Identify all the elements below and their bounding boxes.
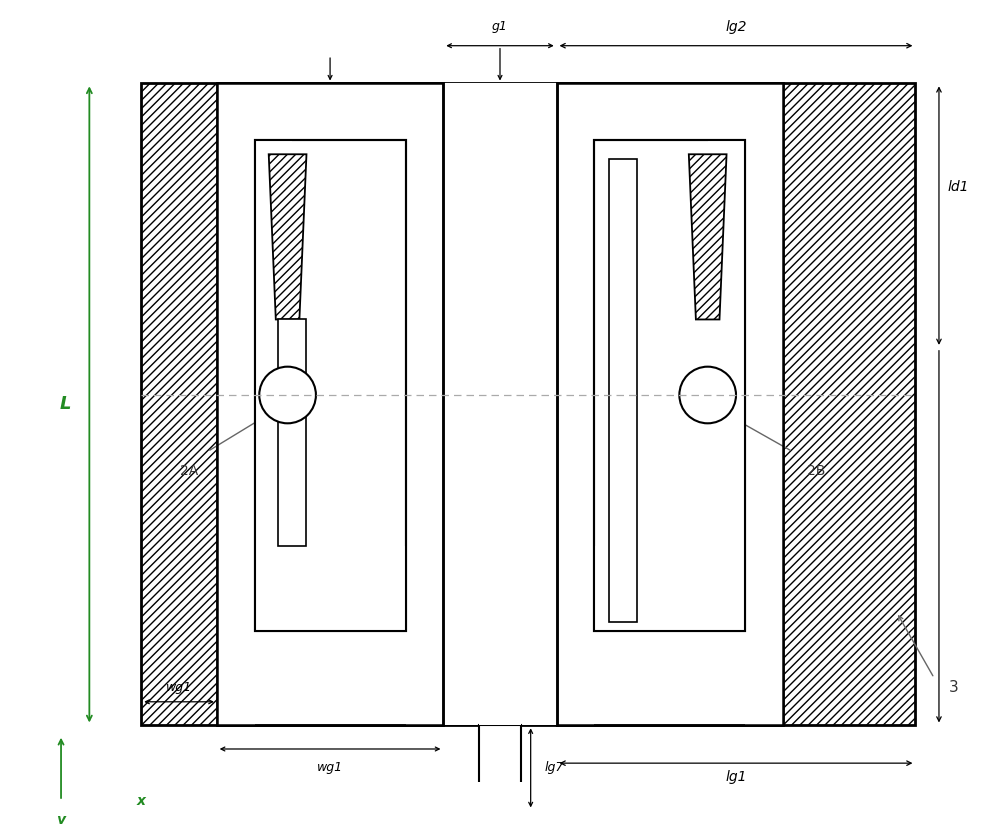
Bar bbox=[141, 83, 915, 725]
Circle shape bbox=[679, 367, 736, 424]
Text: wg4: wg4 bbox=[265, 152, 291, 166]
Polygon shape bbox=[689, 154, 727, 320]
Text: 2A: 2A bbox=[180, 464, 198, 478]
Bar bbox=[557, 83, 783, 725]
Text: ld1: ld1 bbox=[947, 180, 969, 194]
Bar bbox=[217, 83, 443, 725]
Text: 3: 3 bbox=[948, 680, 958, 695]
Text: wg1: wg1 bbox=[279, 445, 305, 458]
Text: lg5: lg5 bbox=[320, 426, 340, 439]
Bar bbox=[217, 83, 443, 725]
Bar bbox=[594, 140, 745, 631]
Bar bbox=[479, 697, 521, 725]
Text: lg4: lg4 bbox=[659, 582, 681, 596]
Polygon shape bbox=[269, 154, 306, 320]
Text: lg1: lg1 bbox=[725, 770, 747, 784]
Text: lg7: lg7 bbox=[545, 761, 564, 775]
Text: wg1: wg1 bbox=[166, 681, 192, 694]
Text: y: y bbox=[57, 812, 66, 824]
Bar bbox=[609, 159, 637, 621]
Text: wg3: wg3 bbox=[358, 231, 385, 243]
Text: lg3: lg3 bbox=[613, 426, 632, 439]
Bar bbox=[255, 140, 406, 631]
Bar bbox=[443, 83, 557, 725]
Text: 2B: 2B bbox=[807, 464, 825, 478]
Text: wg1: wg1 bbox=[317, 587, 343, 600]
Bar bbox=[255, 546, 406, 631]
Bar bbox=[217, 83, 443, 168]
Bar bbox=[745, 83, 783, 725]
Text: x: x bbox=[137, 794, 146, 808]
Text: g1: g1 bbox=[492, 21, 508, 33]
Bar bbox=[479, 725, 521, 810]
Bar bbox=[557, 83, 783, 725]
Bar bbox=[594, 140, 745, 631]
Bar bbox=[708, 140, 745, 631]
Text: wg2: wg2 bbox=[308, 152, 334, 166]
Bar bbox=[255, 140, 292, 631]
Text: wg5: wg5 bbox=[487, 749, 513, 762]
Bar bbox=[278, 320, 306, 546]
Bar bbox=[406, 83, 443, 725]
Text: L: L bbox=[60, 396, 72, 414]
Bar bbox=[594, 546, 745, 631]
Text: lg2: lg2 bbox=[725, 20, 747, 34]
Bar bbox=[217, 83, 255, 725]
Text: lg6: lg6 bbox=[656, 237, 675, 250]
Circle shape bbox=[259, 367, 316, 424]
Bar bbox=[557, 83, 594, 725]
Bar bbox=[255, 140, 406, 631]
Text: wg1: wg1 bbox=[317, 761, 343, 775]
Bar bbox=[557, 83, 783, 168]
